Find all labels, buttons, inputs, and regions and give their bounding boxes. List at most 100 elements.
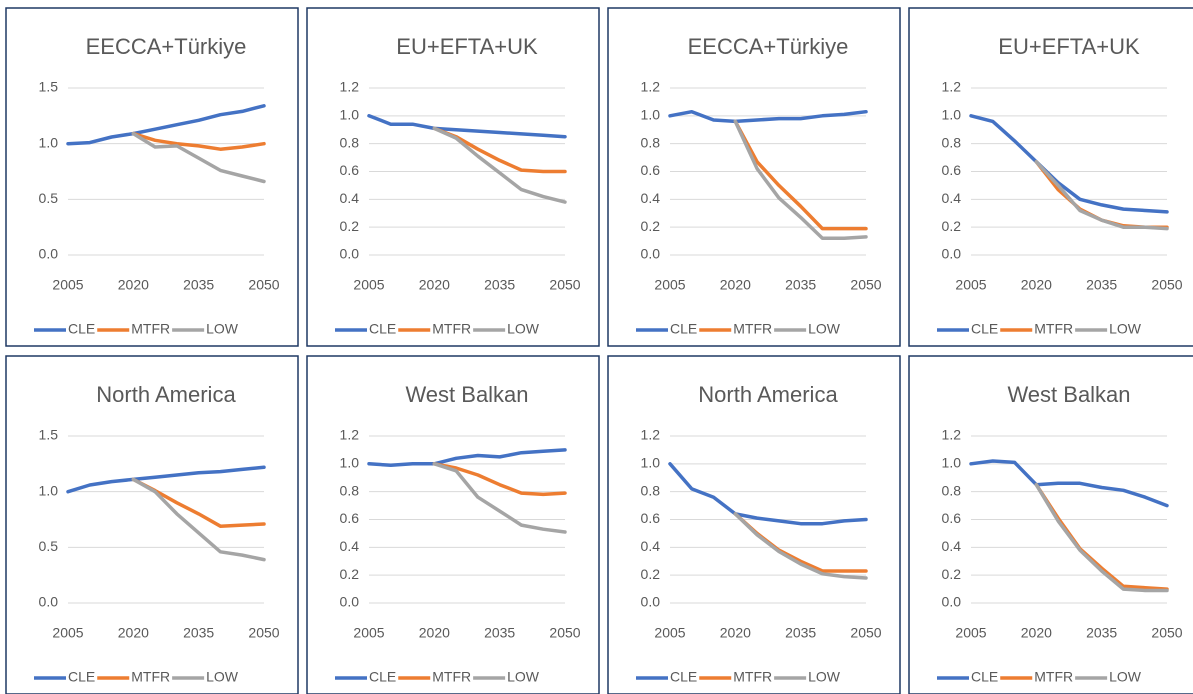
series-line [367,114,567,139]
y-tick-label: 1.0 [39,134,59,150]
legend-label: MTFR [1034,669,1073,685]
y-tick-label: 1.5 [39,427,59,443]
x-tick-label: 2050 [549,625,580,641]
x-tick-label: 2035 [484,625,515,641]
y-tick-label: 1.2 [942,79,962,95]
x-tick-label: 2020 [1021,625,1052,641]
legend-label: MTFR [733,321,772,337]
series-line [131,131,266,151]
series-line [1034,482,1169,593]
y-tick-label: 0.4 [340,538,360,554]
x-tick-label: 2020 [118,625,149,641]
x-tick-label: 2005 [52,625,83,641]
y-tick-label: 0.2 [340,218,360,234]
x-tick-label: 2035 [484,277,515,293]
y-tick-label: 0.5 [39,190,59,206]
y-tick-label: 0.0 [340,246,360,262]
y-tick-label: 1.0 [39,482,59,498]
series-line [432,126,567,204]
y-tick-label: 1.2 [641,79,661,95]
x-tick-label: 2035 [1086,277,1117,293]
y-tick-label: 1.2 [340,79,360,95]
x-tick-label: 2050 [248,277,279,293]
chart-title: EU+EFTA+UK [396,34,538,59]
y-tick-label: 0.0 [39,594,59,610]
y-tick-label: 0.6 [942,162,962,178]
y-tick-label: 0.8 [942,482,962,498]
x-tick-label: 2050 [549,277,580,293]
series-line [432,462,567,497]
y-tick-label: 0.8 [340,482,360,498]
panel-border [908,355,1193,694]
chart-title: EU+EFTA+UK [998,34,1140,59]
y-tick-label: 0.2 [641,566,661,582]
x-tick-label: 2020 [720,625,751,641]
legend-label: MTFR [131,669,170,685]
y-tick-label: 0.0 [641,594,661,610]
legend-label: LOW [507,669,540,685]
y-tick-label: 0.2 [942,566,962,582]
series-line [1034,160,1169,231]
y-tick-label: 0.0 [641,246,661,262]
panel-border [5,7,299,347]
y-tick-label: 0.0 [942,594,962,610]
x-tick-label: 2050 [850,625,881,641]
y-tick-label: 1.2 [340,427,360,443]
x-tick-label: 2005 [654,625,685,641]
y-tick-label: 1.0 [340,107,360,123]
panel-border [908,7,1193,347]
legend-label: CLE [369,321,396,337]
legend-label: LOW [808,321,841,337]
x-tick-label: 2035 [183,277,214,293]
x-tick-label: 2005 [52,277,83,293]
legend-label: MTFR [131,321,170,337]
series-line [432,462,567,534]
y-tick-label: 0.6 [340,162,360,178]
legend-label: MTFR [733,669,772,685]
y-tick-label: 1.0 [641,455,661,471]
y-tick-label: 0.8 [641,482,661,498]
y-tick-label: 1.2 [942,427,962,443]
series-line [668,109,868,124]
x-tick-label: 2005 [353,625,384,641]
x-tick-label: 2020 [419,277,450,293]
y-tick-label: 0.6 [942,510,962,526]
legend-label: MTFR [432,669,471,685]
series-line [131,131,266,184]
legend-label: LOW [206,321,239,337]
y-tick-label: 0.5 [39,538,59,554]
legend-label: CLE [971,669,998,685]
x-tick-label: 2050 [1151,625,1182,641]
x-tick-label: 2035 [785,625,816,641]
series-line [1034,482,1169,591]
series-line [733,119,868,231]
y-tick-label: 0.0 [39,246,59,262]
panel-border [5,355,299,694]
legend-label: LOW [1109,669,1142,685]
panel-border [607,355,901,694]
y-tick-label: 1.0 [340,455,360,471]
chart-title: EECCA+Türkiye [86,34,247,59]
series-line [733,119,868,241]
legend-label: CLE [670,669,697,685]
y-tick-label: 0.4 [340,190,360,206]
y-tick-label: 0.4 [942,190,962,206]
legend-label: CLE [369,669,396,685]
chart-title: EECCA+Türkiye [688,34,849,59]
y-tick-label: 0.0 [942,246,962,262]
y-tick-label: 0.8 [340,134,360,150]
series-line [131,477,266,528]
legend-label: LOW [808,669,841,685]
y-tick-label: 0.4 [641,190,661,206]
y-tick-label: 0.0 [340,594,360,610]
x-tick-label: 2050 [1151,277,1182,293]
y-tick-label: 0.6 [641,510,661,526]
series-line [668,462,868,526]
x-tick-label: 2020 [1021,277,1052,293]
legend-label: MTFR [432,321,471,337]
x-tick-label: 2035 [1086,625,1117,641]
panel-border [607,7,901,347]
chart-title: North America [698,382,838,407]
